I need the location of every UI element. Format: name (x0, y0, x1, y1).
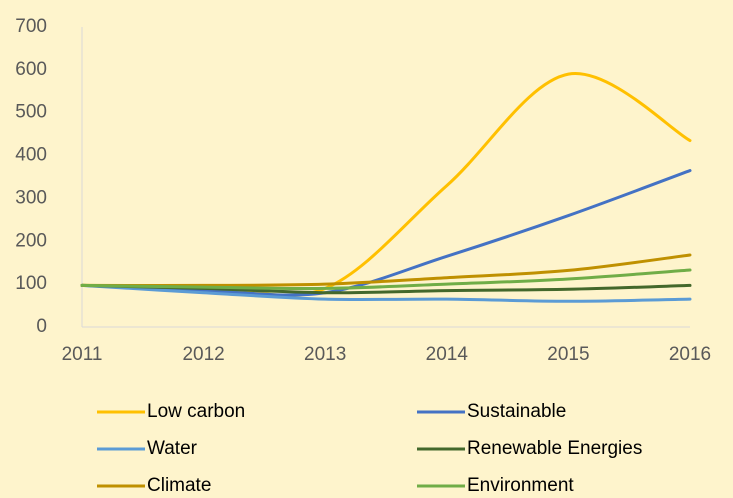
series-line (80, 283, 692, 303)
x-tick-label: 2011 (62, 344, 103, 365)
legend-label: Sustainable (467, 401, 566, 422)
legend-label: Water (147, 438, 198, 459)
y-tick-label: 200 (15, 230, 47, 251)
y-tick-label: 300 (15, 187, 47, 208)
legend-label: Climate (147, 475, 211, 496)
x-tick-label: 2012 (182, 344, 224, 365)
series-line (80, 268, 692, 291)
legend-label: Renewable Energies (467, 438, 642, 459)
legend-label: Environment (467, 475, 574, 496)
y-tick-label: 0 (36, 316, 47, 337)
y-tick-label: 500 (15, 102, 47, 123)
x-tick-label: 2015 (547, 344, 589, 365)
y-tick-label: 100 (15, 273, 47, 294)
y-tick-label: 400 (15, 145, 47, 166)
series-line (80, 169, 692, 297)
x-tick-label: 2014 (426, 344, 469, 365)
y-tick-label: 700 (15, 16, 47, 37)
legend-label: Low carbon (147, 401, 245, 422)
y-tick-label: 600 (15, 59, 47, 80)
x-tick-label: 2013 (304, 344, 346, 365)
x-tick-label: 2016 (669, 344, 711, 365)
